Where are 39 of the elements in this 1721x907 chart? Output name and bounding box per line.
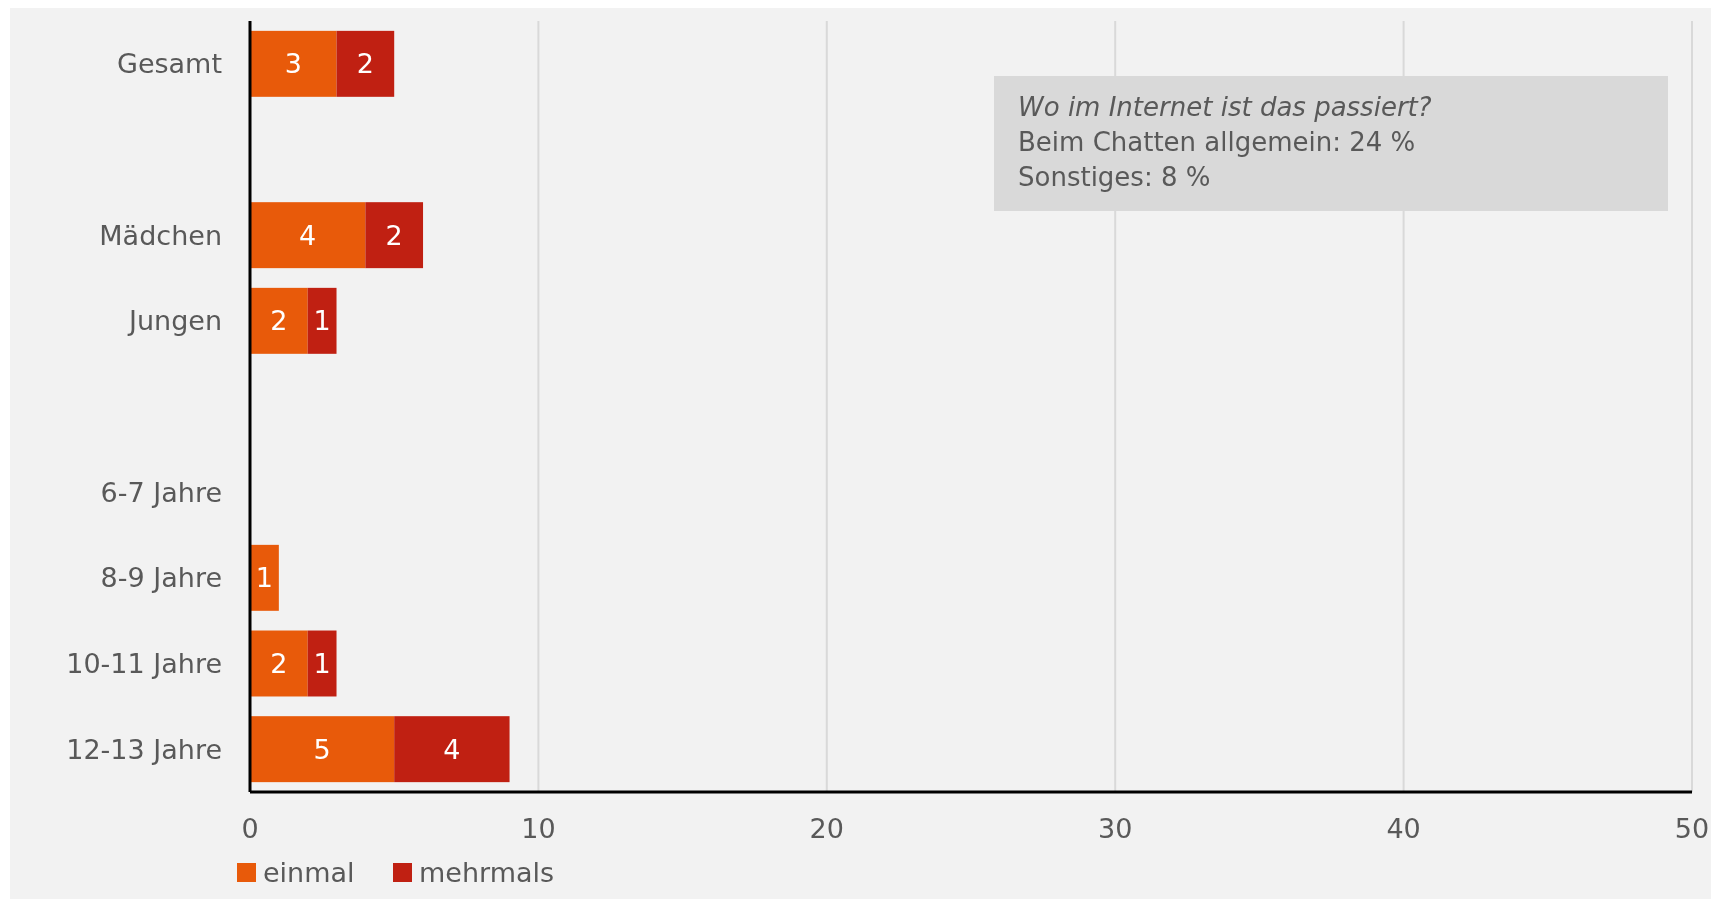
y-tick-label: Gesamt (116, 48, 222, 80)
data-label: 1 (255, 562, 274, 594)
bar (250, 287, 308, 354)
data-label: 2 (385, 219, 403, 251)
bar (250, 30, 337, 97)
y-tick-label: Mädchen (99, 219, 222, 251)
x-tick-label: 20 (809, 813, 844, 844)
bar (307, 287, 337, 354)
x-tick-label: 30 (1098, 813, 1133, 844)
data-label: 5 (313, 733, 331, 765)
data-label: 2 (270, 647, 288, 679)
y-tick-label: 8-9 Jahre (100, 562, 222, 594)
x-tick-label: 40 (1386, 813, 1421, 844)
data-label: 3 (284, 48, 302, 80)
x-tick-label: 10 (521, 813, 556, 844)
data-label: 1 (313, 647, 331, 679)
annotation: Sonstiges: 8 % (1018, 162, 1211, 192)
bar (394, 716, 510, 783)
bar (365, 202, 424, 269)
bar (250, 202, 366, 269)
bar (336, 30, 395, 97)
bar (250, 630, 308, 697)
x-tick-label: 0 (241, 813, 259, 844)
bar (250, 716, 395, 783)
data-label: 2 (356, 48, 374, 80)
legend-label: mehrmals (419, 857, 555, 889)
x-tick-label: 50 (1674, 813, 1710, 844)
annotation: Beim Chatten allgemein: 24 % (1018, 127, 1416, 157)
y-tick-label: 10-11 Jahre (66, 647, 222, 679)
annotation: Wo im Internet ist das passiert? (1018, 92, 1432, 122)
y-tick-label: Jungen (126, 305, 222, 337)
data-label: 4 (443, 733, 461, 765)
y-tick-label: 6-7 Jahre (100, 476, 222, 508)
legend-label: einmal (263, 857, 355, 889)
y-tick-label: 12-13 Jahre (66, 733, 222, 765)
data-label: 2 (270, 305, 288, 337)
bar (307, 630, 337, 697)
data-label: 1 (313, 305, 331, 337)
data-label: 4 (299, 219, 317, 251)
